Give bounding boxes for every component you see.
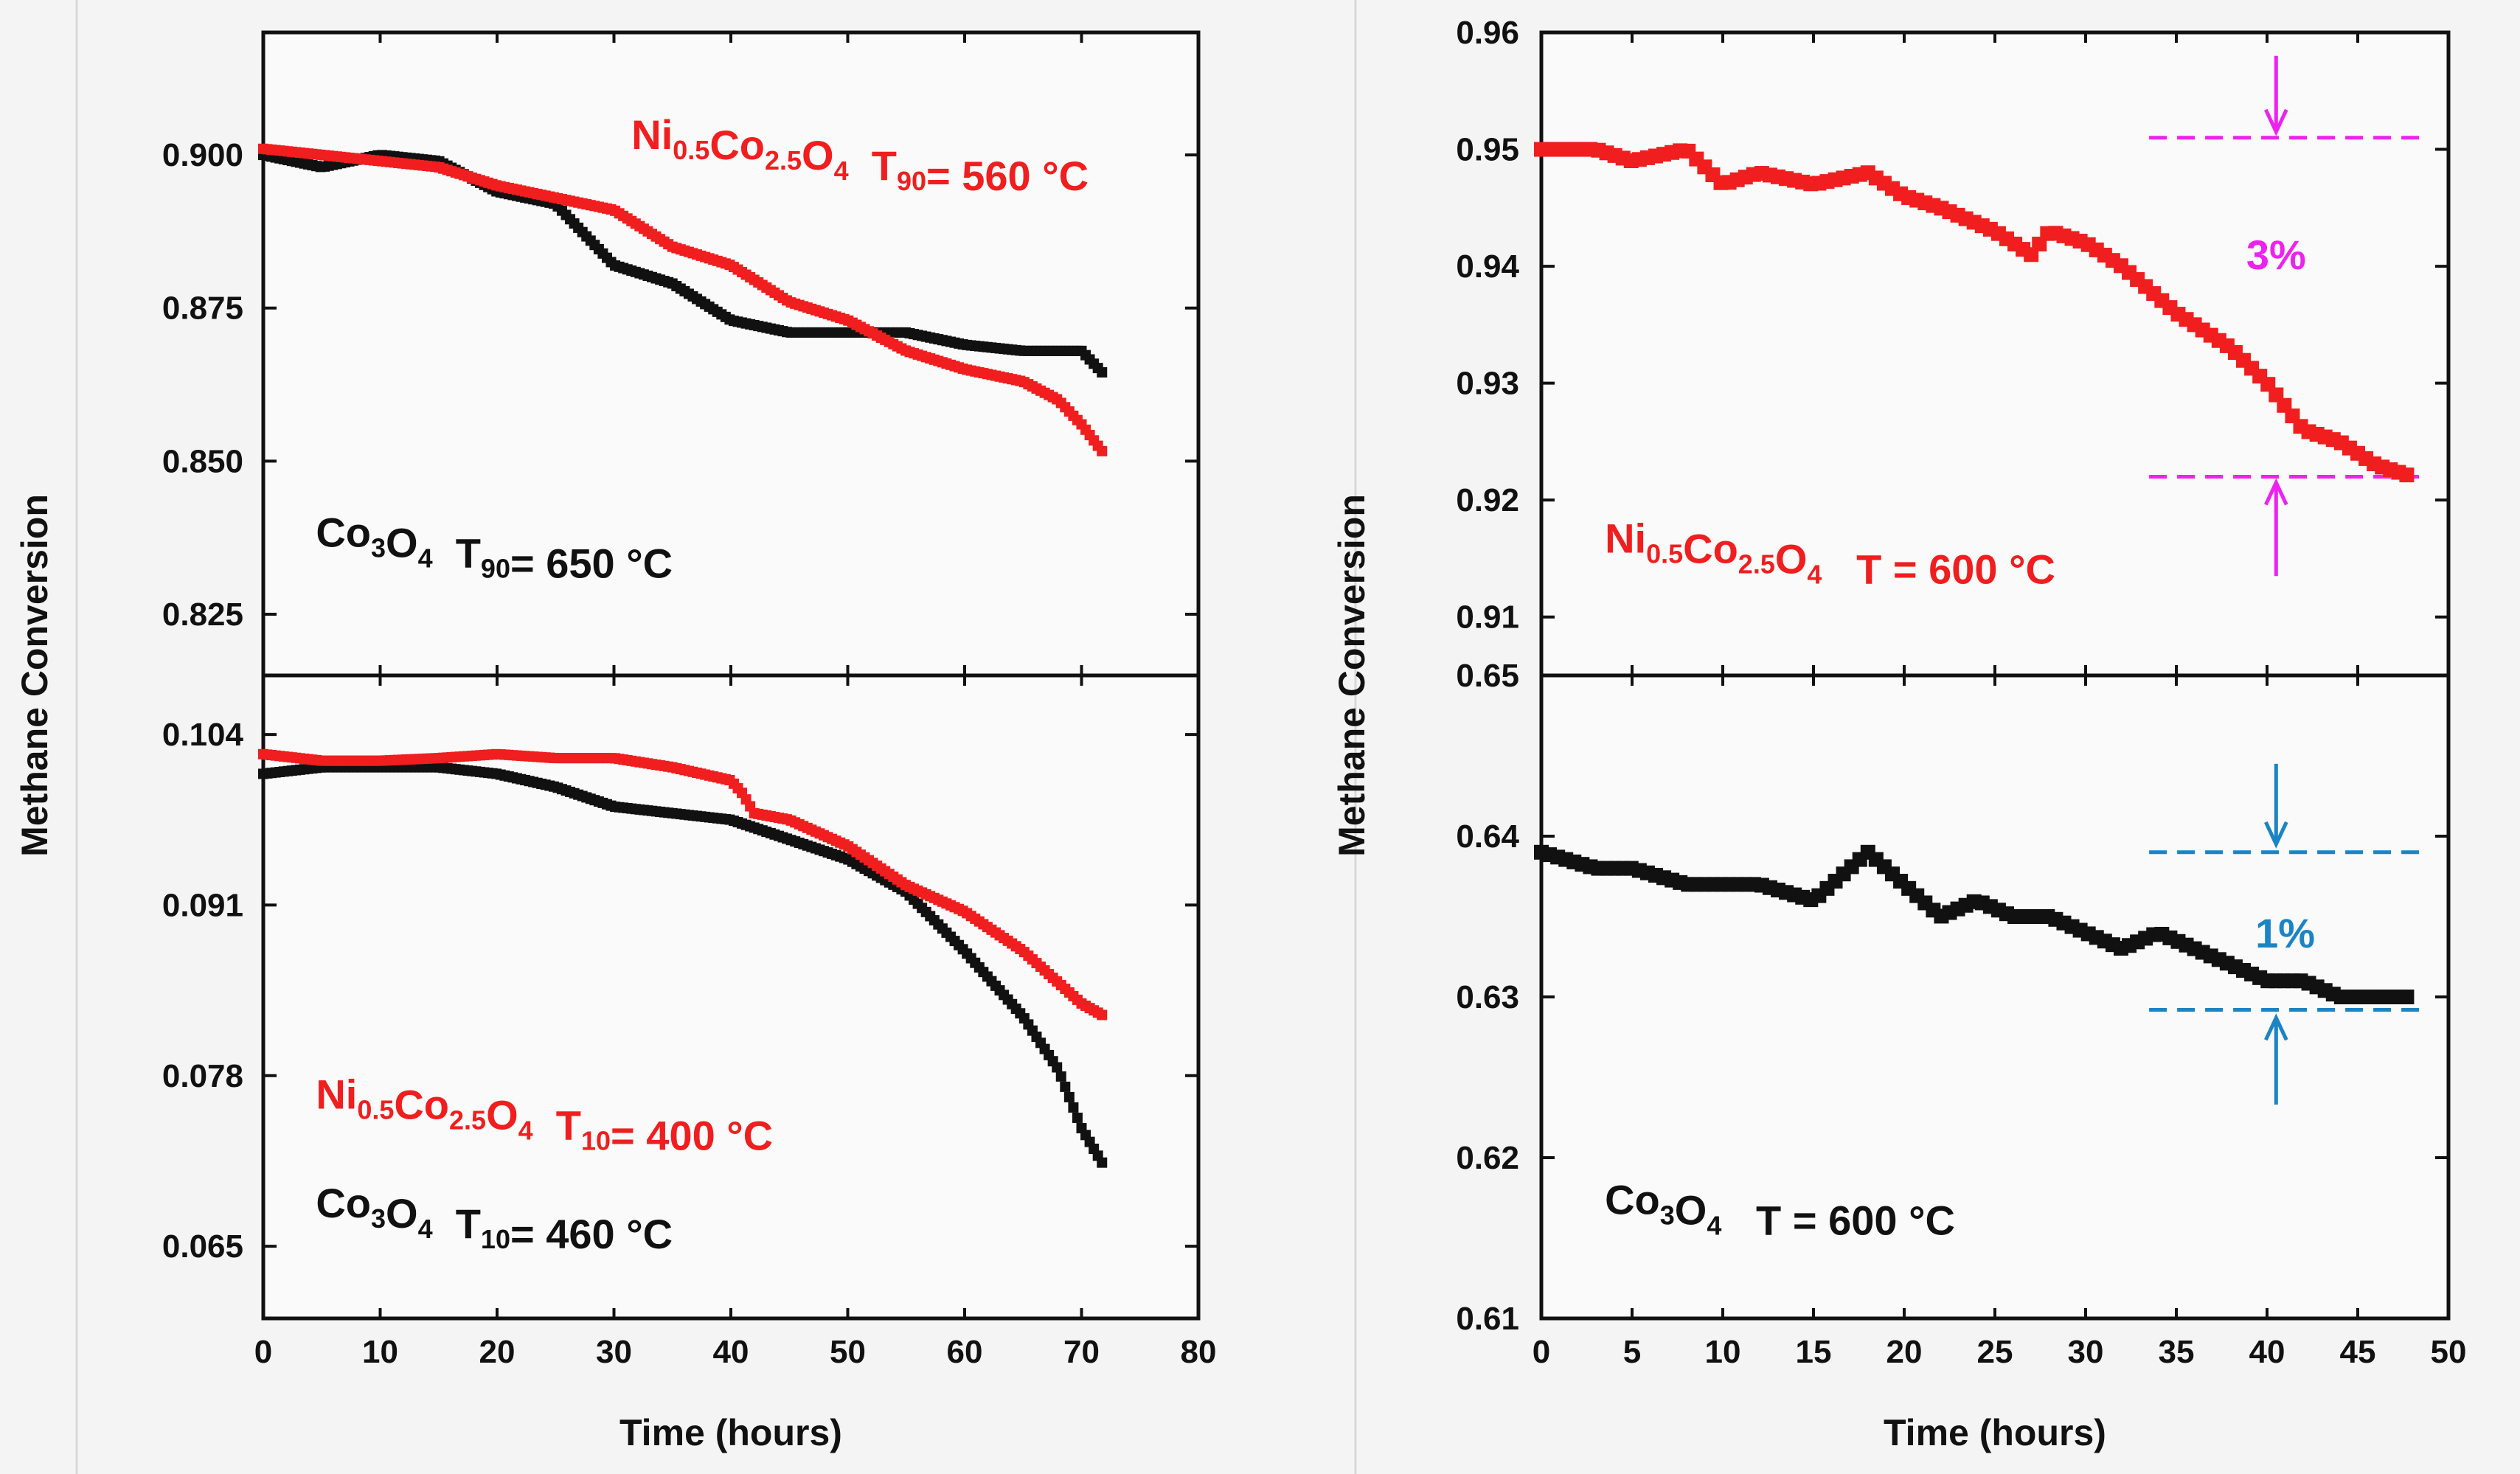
x-tick-label: 20 (479, 1334, 516, 1370)
data-point (1097, 366, 1108, 378)
panel-left-top: 0.825 0.850 0.875 0.900 Ni0.5Co2.5O4 T90= 56… (162, 32, 1200, 675)
data-point (1097, 1157, 1108, 1168)
y-tick-label: 0.900 (162, 137, 243, 173)
right-x-axis-title: Time (hours) (1884, 1412, 2106, 1453)
left-x-axis-title: Time (hours) (619, 1412, 842, 1453)
x-tick-label: 0 (254, 1334, 272, 1370)
data-point (1072, 1112, 1083, 1123)
x-tick-label: 50 (2431, 1334, 2467, 1370)
x-tick-label: 35 (2159, 1334, 2195, 1370)
series-annotation: Co3O4 T10= 460 °C (316, 1180, 673, 1257)
y-tick-label: 0.104 (162, 717, 244, 753)
y-tick-label: 0.65 (1456, 658, 1519, 694)
y-tick-label: 0.95 (1456, 132, 1519, 168)
arrow-head-icon (2264, 108, 2288, 136)
x-tick-label: 10 (362, 1334, 398, 1370)
y-tick-label: 0.96 (1456, 15, 1519, 51)
delta-label: 1% (2255, 910, 2315, 956)
y-tick-label: 0.825 (162, 597, 243, 633)
delta-label: 3% (2246, 232, 2306, 278)
y-tick-label: 0.61 (1456, 1301, 1519, 1337)
x-tick-label: 80 (1181, 1334, 1217, 1370)
series-annotation: Co3O4 T = 600 °C (1605, 1176, 1955, 1243)
x-tick-label: 40 (713, 1334, 749, 1370)
y-tick-label: 0.875 (162, 291, 243, 327)
y-tick-label: 0.93 (1456, 366, 1519, 402)
data-point (2399, 990, 2415, 1004)
data-point (1055, 1071, 1066, 1082)
y-tick-label: 0.065 (162, 1228, 243, 1265)
series-Ni0.5Co2.5O4 (258, 143, 1108, 456)
y-tick-label: 0.078 (162, 1058, 243, 1094)
data-point (1052, 1062, 1063, 1073)
x-tick-label: 50 (830, 1334, 866, 1370)
x-tick-label: 45 (2340, 1334, 2376, 1370)
series-Ni0.5Co2.5O4 (258, 748, 1108, 1021)
left-figure: Methane Conversion Time (hours) 0.8250.8… (14, 30, 1217, 1453)
x-tick-label: 30 (596, 1334, 632, 1370)
panel-left-bottom: 0 10 20 30 40 50 60 70 80 0.065 0.078 0.091 0.104 Ni0… (162, 675, 1217, 1370)
y-tick-label: 0.94 (1456, 248, 1519, 285)
series-annotation: Co3O4 T90= 650 °C (316, 510, 673, 587)
right-figure: Methane Conversion Time (hours) 0.91 0.92… (1331, 15, 2466, 1453)
y-tick-label: 0.62 (1456, 1140, 1519, 1176)
y-tick-label: 0.64 (1456, 818, 1519, 855)
x-tick-label: 40 (2249, 1334, 2285, 1370)
x-tick-label: 0 (1533, 1334, 1550, 1370)
left-y-axis-title: Methane Conversion (14, 494, 55, 857)
series-annotation: Ni0.5Co2.5O4 T10= 400 °C (316, 1071, 773, 1158)
x-tick-label: 60 (947, 1334, 983, 1370)
x-tick-label: 20 (1886, 1334, 1923, 1370)
panel-right-bottom: 0 5 10 15 20 25 30 35 40 45 50 0.61 0.62 0.63 0.64 0.65… (1456, 658, 2466, 1370)
x-tick-label: 30 (2068, 1334, 2104, 1370)
data-point (1068, 1102, 1079, 1113)
panel-right-top: 0.91 0.92 0.93 0.94 0.95 0.96 3% Ni0.5Co2.5O4 T… (1456, 15, 2450, 675)
x-tick-label: 15 (1796, 1334, 1832, 1370)
right-y-axis-title: Methane Conversion (1331, 494, 1372, 857)
y-tick-label: 0.091 (162, 887, 243, 923)
y-tick-label: 0.850 (162, 443, 243, 479)
x-tick-label: 70 (1063, 1334, 1100, 1370)
arrow-head-icon (2264, 821, 2288, 849)
x-tick-label: 5 (1623, 1334, 1641, 1370)
x-tick-label: 10 (1705, 1334, 1741, 1370)
arrow-head-icon (2264, 478, 2288, 506)
y-tick-label: 0.63 (1456, 979, 1519, 1015)
arrow-head-icon (2264, 1013, 2288, 1041)
series-Co3O4 (1534, 844, 2415, 1004)
x-tick-label: 25 (1977, 1334, 2013, 1370)
data-point (1097, 445, 1108, 456)
series-Ni0.5Co2.5O4 (1534, 142, 2415, 483)
y-tick-label: 0.92 (1456, 482, 1519, 518)
series-annotation: Ni0.5Co2.5O4 T90= 560 °C (631, 111, 1089, 199)
data-point (1097, 1009, 1108, 1021)
y-tick-label: 0.91 (1456, 599, 1519, 636)
data-point (1060, 1081, 1071, 1092)
data-point (2399, 467, 2415, 483)
series-annotation: Ni0.5Co2.5O4 T = 600 °C (1605, 515, 2055, 593)
data-point (1063, 1091, 1075, 1102)
